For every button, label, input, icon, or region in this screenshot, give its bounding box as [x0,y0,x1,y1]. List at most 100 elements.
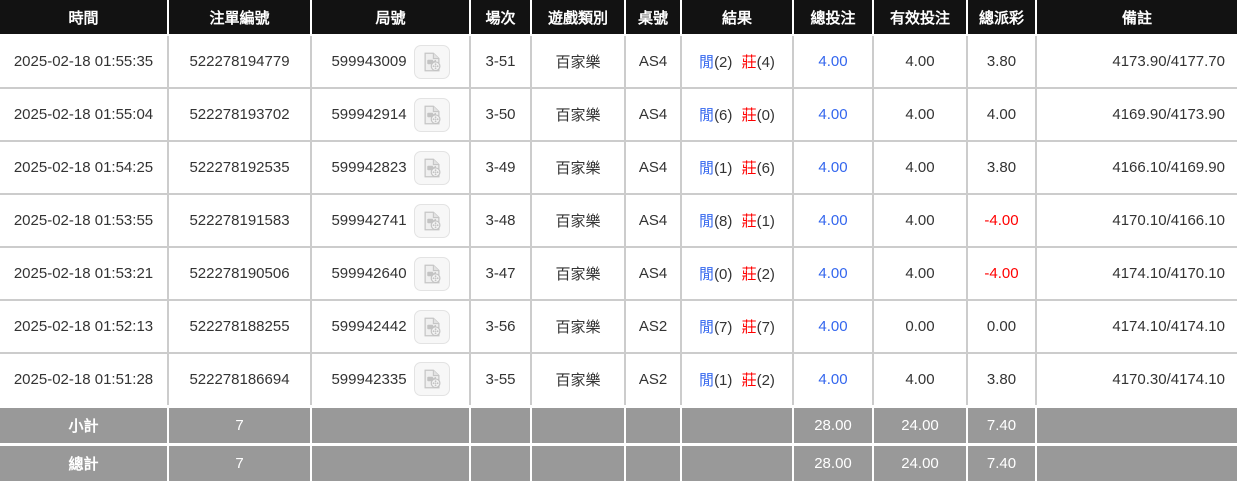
game-type-cell: 百家樂 [530,299,626,354]
remark-cell: 4174.10/4170.10 [1035,246,1237,301]
video-replay-button[interactable] [413,150,450,185]
round-number: 599942914 [331,106,407,123]
remark-cell: 4166.10/4169.90 [1035,140,1237,195]
video-replay-button[interactable] [413,309,450,344]
result-player-label: 閒 [699,266,715,283]
payout-cell: -4.00 [966,246,1037,301]
summary-row: 小計 7 28.00 24.00 7.40 [0,404,1237,445]
video-replay-button[interactable] [413,44,450,79]
round-number: 599942640 [331,265,407,282]
total-bet-link[interactable]: 4.00 [818,318,848,335]
table-row: 2025-02-18 01:55:04 522278193702 5999429… [0,87,1237,142]
total-bet-cell: 4.00 [792,34,874,89]
summary-row: 總計 7 28.00 24.00 7.40 [0,442,1237,483]
table-no-cell: AS4 [624,193,682,248]
summary-empty-round [310,442,471,483]
bet-id-cell: 522278193702 [167,87,312,142]
result-player-label: 閒 [699,107,715,124]
summary-empty-remark [1035,404,1237,445]
summary-count: 7 [167,404,312,445]
total-bet-link[interactable]: 4.00 [818,106,848,123]
summary-label: 總計 [0,442,169,483]
payout-value: -4.00 [984,212,1019,229]
summary-empty-result [680,442,794,483]
game-type-cell: 百家樂 [530,352,626,407]
result-banker-label: 莊 [741,107,757,124]
bet-id-cell: 522278188255 [167,299,312,354]
session-cell: 3-51 [469,34,532,89]
total-bet-link[interactable]: 4.00 [818,53,848,70]
result-banker-value: (0) [756,107,775,124]
result-banker-label: 莊 [741,213,757,230]
video-replay-button[interactable] [413,203,450,238]
total-bet-link[interactable]: 4.00 [818,159,848,176]
payout-value: 3.80 [986,53,1017,70]
result-banker-label: 莊 [741,160,757,177]
video-file-icon [424,369,441,389]
payout-cell: 3.80 [966,140,1037,195]
session-cell: 3-48 [469,193,532,248]
result-cell: 閒(1) 莊(6) [680,140,794,195]
payout-value: 4.00 [986,106,1017,123]
result-player-value: (2) [714,54,733,71]
round-cell: 599942741 [310,193,471,248]
bet-id-cell: 522278186694 [167,352,312,407]
result-banker-label: 莊 [741,266,757,283]
video-replay-button[interactable] [413,256,450,291]
summary-empty-remark [1035,442,1237,483]
video-replay-button[interactable] [413,362,450,397]
table-row: 2025-02-18 01:54:25 522278192535 5999428… [0,140,1237,195]
table-no-cell: AS4 [624,34,682,89]
time-cell: 2025-02-18 01:55:35 [0,34,169,89]
column-header-session: 場次 [469,0,532,36]
remark-cell: 4170.30/4174.10 [1035,352,1237,407]
result-cell: 閒(6) 莊(0) [680,87,794,142]
column-header-valid-bet: 有效投注 [872,0,968,36]
time-cell: 2025-02-18 01:54:25 [0,140,169,195]
game-type-cell: 百家樂 [530,87,626,142]
round-number: 599943009 [331,53,407,70]
total-bet-link[interactable]: 4.00 [818,370,848,388]
video-replay-button[interactable] [413,97,450,132]
valid-bet-cell: 4.00 [872,87,968,142]
column-header-bet-id: 注單編號 [167,0,312,36]
result-player-value: (0) [714,266,733,283]
session-cell: 3-50 [469,87,532,142]
payout-cell: -4.00 [966,193,1037,248]
summary-empty-table-no [624,404,682,445]
result-player-label: 閒 [699,213,715,230]
valid-bet-cell: 4.00 [872,352,968,407]
game-type-cell: 百家樂 [530,140,626,195]
summary-empty-session [469,404,532,445]
result-banker-value: (2) [756,266,775,283]
result-cell: 閒(7) 莊(7) [680,299,794,354]
table-no-cell: AS2 [624,299,682,354]
summary-label: 小計 [0,404,169,445]
video-file-icon [424,158,441,177]
total-bet-link[interactable]: 4.00 [818,265,848,282]
bet-id-cell: 522278194779 [167,34,312,89]
result-banker-value: (1) [756,213,775,230]
total-bet-link[interactable]: 4.00 [818,212,848,229]
payout-value: -4.00 [984,265,1019,282]
table-no-cell: AS4 [624,246,682,301]
table-no-cell: AS4 [624,140,682,195]
result-banker-label: 莊 [741,54,757,71]
result-banker-value: (6) [756,160,775,177]
result-cell: 閒(0) 莊(2) [680,246,794,301]
result-player-label: 閒 [699,319,715,336]
summary-empty-game-type [530,442,626,483]
table-row: 2025-02-18 01:51:28 522278186694 5999423… [0,352,1237,407]
result-player-label: 閒 [699,160,715,177]
summary-total-bet: 28.00 [792,404,874,445]
valid-bet-cell: 0.00 [872,299,968,354]
round-cell: 599942914 [310,87,471,142]
table-no-cell: AS4 [624,87,682,142]
valid-bet-cell: 4.00 [872,140,968,195]
valid-bet-cell: 4.00 [872,246,968,301]
bet-id-cell: 522278192535 [167,140,312,195]
result-banker-label: 莊 [741,371,757,389]
video-file-icon [424,264,441,283]
column-header-remark: 備註 [1035,0,1237,36]
